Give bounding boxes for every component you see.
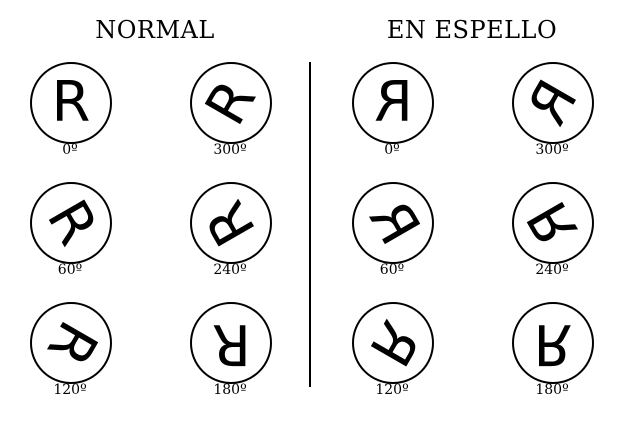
disc-circle: R [30,62,112,144]
angle-label: 120º [53,382,87,398]
angle-label: 120º [375,382,409,398]
disc-circle: R [512,62,594,144]
angle-label: 240º [535,262,569,278]
normal-r-disc-120: R 120º [27,302,117,412]
normal-r-disc-240: R 240º [187,182,277,292]
mirrored-r-glyph: R [355,189,432,256]
r-glyph: R [192,69,269,136]
normal-r-disc-60: R 60º [27,182,117,292]
mirror-r-disc-300: R 300º [509,62,599,172]
mirrored-r-glyph: R [533,311,573,376]
mirrored-r-glyph: R [355,310,432,377]
disc-circle: R [190,182,272,264]
angle-label: 180º [213,382,247,398]
mirror-r-disc-240: R 240º [509,182,599,292]
disc-circle: R [352,302,434,384]
angle-label: 0º [62,142,78,158]
angle-label: 0º [384,142,400,158]
normal-r-disc-300: R 300º [187,62,277,172]
disc-circle: R [352,62,434,144]
angle-label: 300º [535,142,569,158]
r-glyph: R [211,311,251,376]
mirror-r-disc-120: R 120º [349,302,439,412]
section-divider [309,62,311,387]
angle-label: 180º [535,382,569,398]
angle-label: 240º [213,262,247,278]
mirrored-r-glyph: R [514,69,591,136]
disc-circle: R [512,182,594,264]
angle-label: 300º [213,142,247,158]
disc-circle: R [352,182,434,264]
mirror-r-disc-60: R 60º [349,182,439,292]
disc-circle: R [512,302,594,384]
r-glyph: R [33,310,110,377]
mirror-r-disc-0: R 0º [349,62,439,172]
angle-label: 60º [379,262,405,278]
normal-section-title: NORMAL [95,16,215,44]
disc-circle: R [30,182,112,264]
mirrored-r-glyph: R [373,70,413,135]
r-glyph: R [51,70,91,135]
normal-r-disc-180: R 180º [187,302,277,412]
disc-circle: R [190,62,272,144]
mirror-section-title: EN ESPELLO [386,16,558,44]
disc-circle: R [190,302,272,384]
mirror-r-disc-180: R 180º [509,302,599,412]
normal-r-disc-0: R 0º [27,62,117,172]
angle-label: 60º [57,262,83,278]
disc-circle: R [30,302,112,384]
r-glyph: R [33,189,110,256]
r-glyph: R [192,190,269,257]
mirrored-r-glyph: R [514,190,591,257]
